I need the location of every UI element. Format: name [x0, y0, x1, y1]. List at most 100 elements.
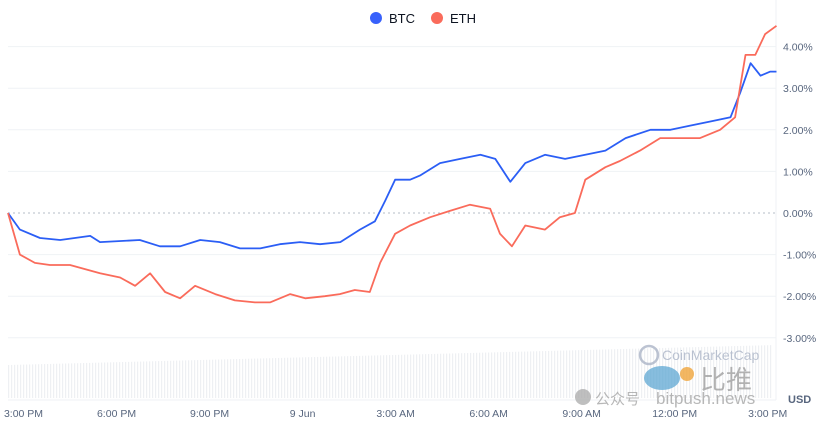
volume-bar	[164, 360, 166, 398]
volume-bar	[419, 354, 421, 398]
volume-bar	[338, 356, 340, 398]
volume-bar	[11, 364, 13, 398]
volume-bar	[275, 358, 277, 398]
volume-bar	[554, 350, 556, 398]
volume-bar	[506, 352, 508, 398]
volume-bar	[116, 362, 118, 398]
volume-bar	[152, 361, 154, 398]
volume-bar	[179, 360, 181, 398]
volume-bar	[74, 363, 76, 398]
volume-bar	[38, 364, 40, 398]
volume-bar	[527, 351, 529, 398]
volume-bar	[740, 345, 742, 398]
volume-bar	[437, 353, 439, 398]
volume-bar	[110, 362, 112, 398]
legend: BTC ETH	[370, 11, 476, 26]
bitcoin-icon	[680, 367, 694, 381]
volume-bar	[128, 361, 130, 398]
series-lines	[7, 25, 778, 304]
volume-bar	[599, 349, 601, 398]
volume-bar	[119, 362, 121, 398]
volume-bar	[734, 346, 736, 398]
volume-bar	[593, 349, 595, 398]
volume-bar	[500, 352, 502, 398]
volume-bar	[707, 346, 709, 398]
volume-bar	[80, 363, 82, 398]
volume-bar	[410, 354, 412, 398]
volume-bar	[356, 355, 358, 398]
volume-bar	[698, 347, 700, 398]
volume-bar	[227, 359, 229, 398]
volume-bar	[395, 354, 397, 398]
volume-bar	[326, 356, 328, 398]
volume-bar	[332, 356, 334, 398]
volume-bar	[335, 356, 337, 398]
legend-item-eth[interactable]: ETH	[431, 11, 476, 26]
volume-bar	[443, 353, 445, 398]
volume-bar	[278, 357, 280, 398]
volume-bar	[548, 350, 550, 398]
volume-bar	[269, 358, 271, 398]
legend-label-btc: BTC	[389, 11, 415, 26]
volume-bar	[545, 351, 547, 398]
volume-bar	[323, 356, 325, 398]
volume-bar	[218, 359, 220, 398]
x-tick-label: 3:00 AM	[376, 408, 415, 420]
volume-bar	[539, 351, 541, 398]
volume-bar	[422, 354, 424, 398]
volume-bar	[371, 355, 373, 398]
volume-bar	[749, 345, 751, 398]
volume-bar	[200, 360, 202, 398]
volume-bar	[155, 361, 157, 398]
volume-bar	[482, 352, 484, 398]
volume-bar	[353, 356, 355, 398]
volume-bar	[299, 357, 301, 398]
volume-bar	[23, 364, 25, 398]
volume-bar	[341, 356, 343, 398]
volume-bar	[770, 345, 772, 398]
volume-bar	[461, 353, 463, 398]
grid	[8, 0, 777, 401]
y-tick-label: 2.00%	[783, 125, 813, 137]
volume-bar	[743, 345, 745, 398]
y-axis: 4.00% 3.00% 2.00% 1.00% 0.00% -1.00% -2.00% -3.…	[783, 42, 816, 345]
series-line-eth	[7, 25, 778, 304]
volume-bar	[44, 364, 46, 398]
volume-bar	[266, 358, 268, 398]
volume-bar	[632, 348, 634, 398]
volume-bar	[479, 352, 481, 398]
volume-bar	[380, 355, 382, 398]
volume-bar	[344, 356, 346, 398]
volume-bar	[215, 359, 217, 398]
volume-bar	[317, 356, 319, 398]
volume-bar	[176, 360, 178, 398]
volume-bar	[83, 363, 85, 398]
x-tick-label: 9:00 AM	[562, 408, 601, 420]
volume-bar	[521, 351, 523, 398]
volume-bar	[71, 363, 73, 398]
volume-bar	[467, 353, 469, 398]
volume-bar	[596, 349, 598, 398]
volume-bar	[47, 363, 49, 398]
volume-bar	[389, 355, 391, 398]
volume-bar	[449, 353, 451, 398]
volume-bar	[737, 346, 739, 398]
volume-bar	[392, 355, 394, 398]
volume-bar	[491, 352, 493, 398]
volume-bar	[203, 359, 205, 398]
volume-bar	[722, 346, 724, 398]
volume-bar	[566, 350, 568, 398]
volume-bar	[512, 351, 514, 398]
volume-bar	[428, 354, 430, 398]
volume-bar	[59, 363, 61, 398]
volume-bar	[14, 364, 16, 398]
legend-item-btc[interactable]: BTC	[370, 11, 415, 26]
volume-bar	[602, 349, 604, 398]
volume-bar	[476, 352, 478, 398]
volume-bar	[272, 358, 274, 398]
volume-bar	[629, 348, 631, 398]
volume-bar	[140, 361, 142, 398]
x-tick-label: 3:00 PM	[748, 408, 787, 420]
x-axis: 3:00 PM 6:00 PM 9:00 PM 9 Jun 3:00 AM 6:00 AM…	[4, 408, 787, 420]
